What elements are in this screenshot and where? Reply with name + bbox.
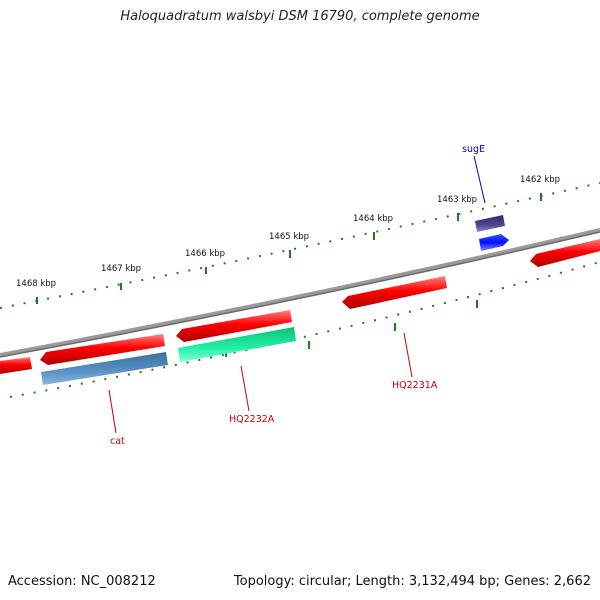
- accession-text: Accession: NC_008212: [8, 574, 156, 589]
- gene-red-right-edge[interactable]: [530, 239, 600, 267]
- inner-tick-track: [9, 261, 600, 398]
- tick-label-1466: 1466 kbp: [185, 249, 225, 259]
- tick-label-1463: 1463 kbp: [437, 195, 477, 205]
- leader-cat: [108, 389, 117, 434]
- gene-cat[interactable]: [41, 352, 168, 385]
- genome-backbone: [0, 228, 600, 357]
- gene-sugE-blue[interactable]: [479, 234, 509, 251]
- leader-hq2232a: [240, 365, 250, 412]
- gene-red-hq2231a[interactable]: [342, 276, 447, 309]
- gene-red-left-edge[interactable]: [0, 357, 32, 374]
- tick-label-1462: 1462 kbp: [520, 175, 560, 185]
- gene-red-1[interactable]: [40, 334, 165, 365]
- gene-sugE-purple[interactable]: [475, 215, 505, 232]
- gene-label-sugE: sugE: [462, 144, 485, 155]
- gene-label-cat: cat: [110, 436, 125, 447]
- tick-label-1467: 1467 kbp: [101, 264, 141, 274]
- leader-hq2231a: [403, 332, 413, 378]
- topology-text: Topology: circular; Length: 3,132,494 bp…: [233, 574, 591, 589]
- outer-major-ticks: [36, 193, 542, 304]
- tick-label-1465: 1465 kbp: [269, 232, 309, 242]
- tick-label-1468: 1468 kbp: [16, 279, 56, 289]
- tick-label-1464: 1464 kbp: [353, 214, 393, 224]
- leader-sugE: [473, 155, 486, 204]
- gene-hq2232a[interactable]: [178, 327, 296, 362]
- outer-tick-track: [0, 182, 600, 309]
- gene-label-hq2231a: HQ2231A: [392, 380, 438, 391]
- map-title: Haloquadratum walsbyi DSM 16790, complet…: [120, 9, 480, 24]
- gene-red-hq2232a-upper[interactable]: [176, 310, 292, 342]
- genome-backbone-shadow: [0, 231, 600, 358]
- gene-label-hq2232a: HQ2232A: [229, 414, 275, 425]
